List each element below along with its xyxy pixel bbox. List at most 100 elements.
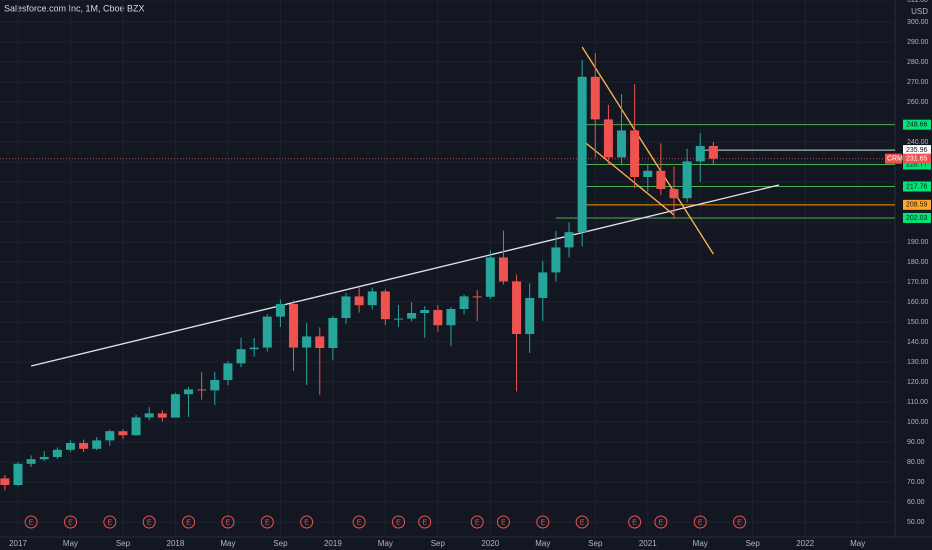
candle-body	[380, 291, 390, 320]
x-tick-label: 2022	[796, 539, 814, 548]
candle-body	[275, 304, 285, 317]
level-tag	[903, 119, 931, 130]
earnings-marker	[103, 515, 117, 529]
earnings-marker	[391, 515, 405, 529]
candle-body	[485, 257, 495, 297]
y-tick-label: 170.00	[907, 279, 929, 286]
earnings-label: E	[580, 519, 585, 526]
price-tag-label: 231.65	[906, 156, 928, 163]
earnings-label: E	[659, 519, 664, 526]
y-tick-label: 180.00	[907, 259, 929, 266]
y-tick-label: 240.00	[907, 139, 929, 146]
candle-body	[630, 130, 640, 177]
candle-body	[79, 443, 89, 449]
candle-body	[512, 281, 522, 334]
earnings-label: E	[108, 519, 113, 526]
trend-line	[581, 139, 675, 216]
candle-body	[420, 310, 430, 313]
candle-body	[525, 298, 535, 334]
earnings-marker	[182, 515, 196, 529]
y-tick-label: 280.00	[907, 59, 929, 66]
y-tick-label: 70.00	[907, 479, 925, 486]
y-tick-label: 190.00	[907, 239, 929, 246]
earnings-marker	[496, 515, 510, 529]
candle-body	[551, 247, 561, 273]
x-tick-label: Sep	[588, 539, 603, 548]
y-tick-label: 260.00	[907, 99, 929, 106]
x-tick-label: 2021	[639, 539, 657, 548]
y-tick-label: 160.00	[907, 299, 929, 306]
candle-body	[433, 310, 443, 326]
level-tag-label: 208.59	[906, 202, 928, 209]
earnings-label: E	[396, 519, 401, 526]
y-tick-label: 290.00	[907, 39, 929, 46]
earnings-label: E	[540, 519, 545, 526]
candle-body	[564, 232, 574, 248]
symbol-tag-label: CRM	[887, 156, 903, 163]
x-tick-label: Sep	[431, 539, 446, 548]
y-tick-label: 120.00	[907, 379, 929, 386]
candle-body	[590, 76, 600, 120]
earnings-marker	[300, 515, 314, 529]
currency: USD	[911, 7, 928, 16]
earnings-label: E	[501, 519, 506, 526]
earnings-marker	[536, 515, 550, 529]
x-tick-label: Sep	[273, 539, 288, 548]
price-tag	[903, 153, 931, 164]
candle-body	[446, 309, 456, 326]
symbol-tag	[885, 153, 902, 164]
candle-body	[341, 296, 351, 318]
earnings-label: E	[226, 519, 231, 526]
candle-body	[13, 463, 23, 485]
chart-title: Salesforce.com Inc, 1M, Cboe BZX	[4, 3, 145, 13]
candle-body	[223, 363, 233, 380]
level-tag	[903, 199, 931, 210]
x-tick-label: May	[850, 539, 865, 548]
y-tick-label: 300.00	[907, 19, 929, 26]
candle-body	[118, 431, 128, 436]
x-tick-label: May	[535, 539, 550, 548]
candle-body	[92, 440, 102, 449]
trend-line	[30, 184, 780, 367]
earnings-label: E	[737, 519, 742, 526]
earnings-marker	[575, 515, 589, 529]
y-tick-label: 90.00	[907, 439, 925, 446]
earnings-marker	[24, 515, 38, 529]
candle-body	[603, 119, 613, 158]
earnings-marker	[733, 515, 747, 529]
earnings-marker	[221, 515, 235, 529]
candle-body	[695, 146, 705, 162]
earnings-label: E	[422, 519, 427, 526]
level-tag	[903, 145, 931, 156]
earnings-marker	[63, 515, 77, 529]
candle-body	[52, 449, 62, 457]
candle-body	[354, 296, 364, 306]
earnings-label: E	[68, 519, 73, 526]
earnings-marker	[142, 515, 156, 529]
level-tag-label: 228.77	[906, 161, 928, 168]
candle-body	[236, 349, 246, 364]
candle-body	[643, 170, 653, 177]
y-tick-label: 50.00	[907, 519, 925, 526]
candle-body	[170, 394, 180, 418]
earnings-label: E	[186, 519, 191, 526]
candle-body	[157, 413, 167, 418]
earnings-marker	[260, 515, 274, 529]
y-tick-label: 100.00	[907, 419, 929, 426]
candle-body	[65, 443, 75, 450]
candle-body	[656, 170, 666, 189]
earnings-label: E	[265, 519, 270, 526]
x-tick-label: 2017	[9, 539, 27, 548]
candle-body	[210, 380, 220, 391]
level-tag	[903, 159, 931, 170]
candle-body	[472, 296, 482, 298]
earnings-marker	[628, 515, 642, 529]
level-tag-label: 235.96	[906, 147, 928, 154]
earnings-label: E	[632, 519, 637, 526]
y-tick-label: 140.00	[907, 339, 929, 346]
candle-body	[393, 318, 403, 320]
earnings-label: E	[304, 519, 309, 526]
candle-body	[262, 316, 272, 348]
